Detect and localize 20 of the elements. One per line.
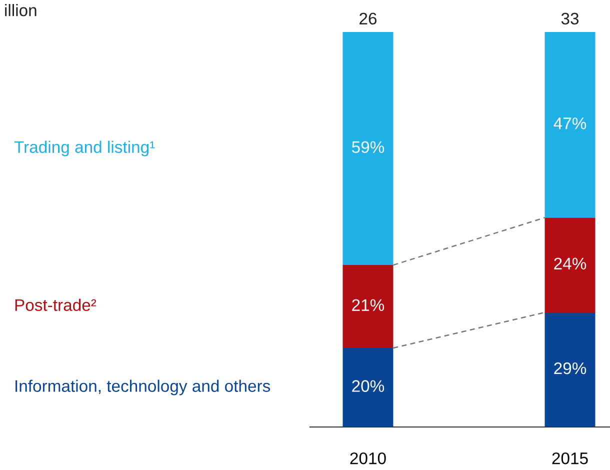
text: Information, technology and others [16,380,270,396]
text: illion [5,4,36,16]
data-label: 47% [554,118,586,130]
x-tick-label: 2015 [552,452,588,464]
data-label: 59% [352,141,384,153]
bar [342,348,394,427]
data-label: 21% [352,299,384,311]
annotation: 26 [360,12,377,25]
bar [544,32,596,218]
annotation: 33 [561,12,579,25]
text: Post-trade² [15,298,96,311]
bar [342,32,394,266]
data-label: 20% [352,380,384,392]
x-tick-label: 2010 [350,452,386,464]
bar [342,265,394,348]
bar [544,218,596,312]
text: Trading and listing¹ [14,140,155,156]
data-label: 24% [554,258,586,270]
bar [544,312,596,427]
data-label: 29% [554,362,586,374]
